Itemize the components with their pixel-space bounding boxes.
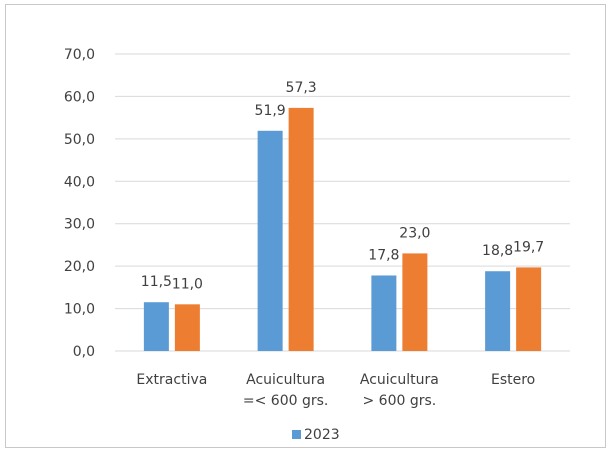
data-label: 23,0 (399, 225, 430, 241)
x-tick-label: Acuicultura (360, 372, 439, 388)
x-tick-label: > 600 grs. (363, 393, 437, 409)
bar-series1-cat1 (143, 302, 169, 351)
y-tick-label: 40,0 (64, 174, 95, 190)
y-tick-label: 20,0 (64, 259, 95, 275)
bar-series1-cat2 (257, 130, 283, 351)
x-tick-label: Acuicultura (246, 372, 325, 388)
bar-series2-cat4 (516, 267, 542, 351)
x-tick-label: =< 600 grs. (243, 393, 328, 409)
bar-series1-cat3 (371, 275, 397, 351)
y-tick-label: 10,0 (64, 302, 95, 318)
y-tick-label: 60,0 (64, 89, 95, 105)
y-tick-label: 0,0 (73, 344, 95, 360)
bar-series2-cat2 (288, 107, 314, 352)
y-tick-label: 30,0 (64, 217, 95, 233)
bar-series2-cat1 (174, 304, 200, 351)
data-label: 51,9 (255, 103, 286, 119)
bar-series2-cat3 (402, 253, 428, 351)
y-tick-label: 50,0 (64, 132, 95, 148)
data-label: 57,3 (286, 80, 317, 96)
data-label: 11,0 (172, 276, 203, 292)
x-tick-label: Estero (491, 372, 535, 388)
data-label: 17,8 (368, 247, 399, 263)
legend-swatch (292, 430, 301, 439)
legend-label: 2023 (304, 427, 340, 443)
y-tick-label: 70,0 (64, 47, 95, 63)
data-label: 18,8 (482, 243, 513, 259)
data-label: 11,5 (141, 274, 172, 290)
x-tick-label: Extractiva (136, 372, 207, 388)
data-label: 19,7 (513, 239, 544, 255)
bar-series1-cat4 (485, 271, 511, 351)
